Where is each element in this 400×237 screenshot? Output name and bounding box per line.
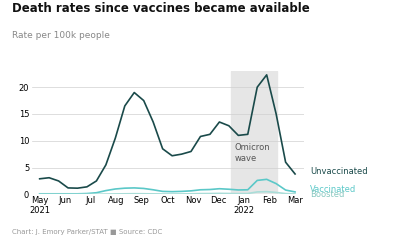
Text: Boosted: Boosted xyxy=(310,190,344,199)
Text: Vaccinated: Vaccinated xyxy=(310,185,356,194)
Bar xyxy=(231,71,277,194)
Text: Unvaccinated: Unvaccinated xyxy=(310,167,368,176)
Text: Omicron
wave: Omicron wave xyxy=(234,143,270,163)
Text: Rate per 100k people: Rate per 100k people xyxy=(12,31,110,40)
Text: Chart: J. Emory Parker/STAT ■ Source: CDC: Chart: J. Emory Parker/STAT ■ Source: CD… xyxy=(12,229,162,235)
Text: Death rates since vaccines became available: Death rates since vaccines became availa… xyxy=(12,2,310,15)
